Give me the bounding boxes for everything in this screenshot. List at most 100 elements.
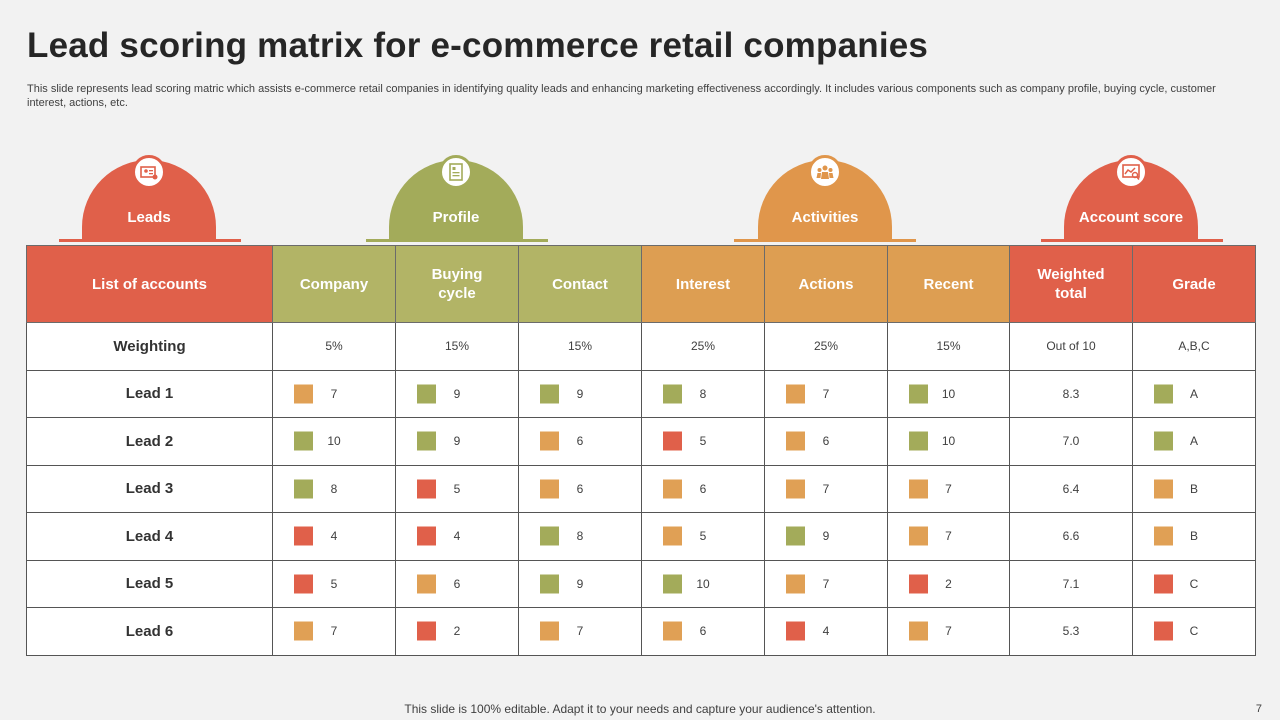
score-value: A — [1189, 386, 1198, 401]
score-value: 9 — [576, 386, 584, 401]
score-cell: 8 — [272, 464, 396, 513]
rating-indicator-green — [417, 384, 436, 404]
row-label: Lead 2 — [26, 417, 273, 466]
score-cell: 8 — [518, 512, 642, 561]
score-cell: 2 — [887, 559, 1010, 608]
row-label: Lead 5 — [26, 559, 273, 608]
score-value: 6 — [453, 576, 461, 591]
score-cell: 6 — [641, 464, 765, 513]
category-base-line — [59, 239, 241, 242]
score-cell: 5 — [272, 559, 396, 608]
rating-indicator-green — [1154, 431, 1173, 451]
leads-icon — [132, 155, 166, 189]
rating-indicator-orange — [909, 526, 928, 546]
score-cell: 7 — [272, 369, 396, 418]
weighted-total: 5.3 — [1009, 607, 1133, 656]
weight-value: 5% — [272, 322, 396, 371]
score-value: 9 — [453, 386, 461, 401]
category-label: Profile — [432, 209, 480, 226]
rating-indicator-orange — [540, 431, 559, 451]
score-cell: 4 — [764, 607, 888, 656]
score-value: 7 — [330, 386, 338, 401]
weighting-row: Weighting 5% 15% 15% 25% 25% 15% Out of … — [26, 322, 1256, 371]
score-cell: 7 — [272, 607, 396, 656]
score-value: 10 — [941, 386, 956, 401]
score-cell: 5 — [641, 417, 765, 466]
rating-indicator-red — [417, 479, 436, 499]
rating-indicator-orange — [663, 621, 682, 641]
weight-value: 15% — [887, 322, 1010, 371]
score-value: 5 — [330, 576, 338, 591]
score-value: 7 — [576, 624, 584, 639]
column-header: Company — [272, 245, 396, 323]
table-row: Lead 2 10 9 6 5 6 10 7.0 A — [26, 417, 1256, 466]
score-value: B — [1189, 481, 1198, 496]
score-cell: 5 — [641, 512, 765, 561]
score-value: 9 — [822, 529, 830, 544]
score-cell: A — [1132, 369, 1256, 418]
category-base-line — [1041, 239, 1223, 242]
row-label: Weighting — [26, 322, 273, 371]
rating-indicator-red — [663, 431, 682, 451]
table-row: Lead 4 4 4 8 5 9 7 6.6 B — [26, 512, 1256, 561]
rating-indicator-green — [1154, 384, 1173, 404]
rating-indicator-red — [1154, 621, 1173, 641]
column-header: Recent — [887, 245, 1010, 323]
score-cell: C — [1132, 607, 1256, 656]
score-cell: 5 — [395, 464, 519, 513]
score-value: C — [1189, 624, 1199, 639]
rating-indicator-green — [540, 384, 559, 404]
score-value: 7 — [945, 529, 952, 544]
table-row: Lead 5 5 6 9 10 7 2 7.1 C — [26, 559, 1256, 608]
weighted-total: 7.1 — [1009, 559, 1133, 608]
score-value: A — [1189, 434, 1198, 449]
rating-indicator-orange — [1154, 479, 1173, 499]
activities-people-icon — [808, 155, 842, 189]
rating-indicator-orange — [909, 479, 928, 499]
weight-value: 25% — [764, 322, 888, 371]
rating-indicator-red — [1154, 574, 1173, 594]
category-label: Leads — [127, 209, 171, 226]
score-value: 5 — [453, 481, 461, 496]
score-cell: 7 — [764, 464, 888, 513]
category-label: Activities — [791, 209, 859, 226]
score-cell: 8 — [641, 369, 765, 418]
score-cell: 9 — [518, 369, 642, 418]
score-cell: 6 — [764, 417, 888, 466]
rating-indicator-red — [417, 526, 436, 546]
category-base-line — [734, 239, 916, 242]
score-cell: 4 — [395, 512, 519, 561]
column-header: List of accounts — [26, 245, 273, 323]
rating-indicator-green — [663, 574, 682, 594]
table-row: Lead 1 7 9 9 8 7 10 8.3 A — [26, 369, 1256, 418]
score-cell: 2 — [395, 607, 519, 656]
score-value: 4 — [453, 529, 461, 544]
score-cell: 10 — [887, 369, 1010, 418]
score-value: 6 — [576, 481, 584, 496]
rating-indicator-orange — [540, 479, 559, 499]
rating-indicator-red — [909, 574, 928, 594]
rating-indicator-orange — [663, 479, 682, 499]
rating-indicator-orange — [294, 621, 313, 641]
lead-scoring-table: List of accounts Company Buying cycle Co… — [26, 245, 1256, 656]
category-label: Account score — [1078, 209, 1184, 226]
slide-title: Lead scoring matrix for e-commerce retai… — [27, 26, 929, 65]
score-cell: B — [1132, 464, 1256, 513]
rating-indicator-green — [909, 384, 928, 404]
weighted-total: 6.6 — [1009, 512, 1133, 561]
score-cell: 10 — [887, 417, 1010, 466]
weighted-total: 8.3 — [1009, 369, 1133, 418]
score-value: 10 — [941, 434, 956, 449]
account-score-icon — [1114, 155, 1148, 189]
score-value: 7 — [822, 386, 830, 401]
score-cell: 9 — [395, 417, 519, 466]
rating-indicator-red — [417, 621, 436, 641]
score-value: 6 — [576, 434, 584, 449]
score-value: 8 — [330, 481, 338, 496]
score-cell: 6 — [518, 417, 642, 466]
category-leads: Leads — [82, 155, 216, 242]
score-value: 6 — [699, 624, 707, 639]
score-value: 4 — [822, 624, 830, 639]
score-value: 2 — [453, 624, 461, 639]
score-value: 7 — [822, 576, 830, 591]
